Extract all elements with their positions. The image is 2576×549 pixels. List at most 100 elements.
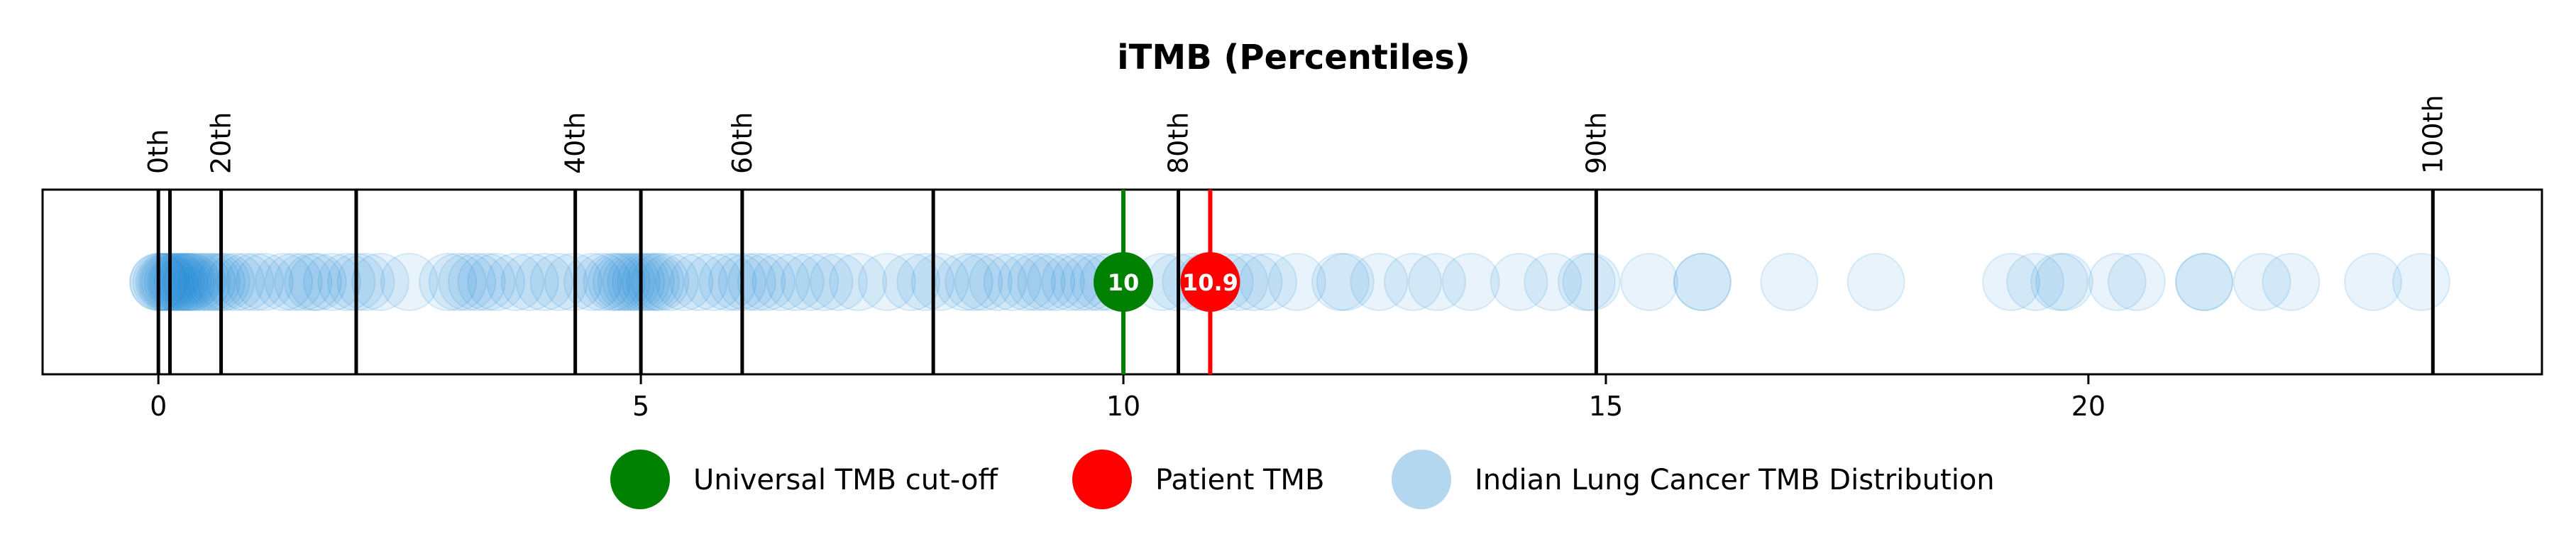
distribution-point (457, 253, 516, 311)
distribution-point (2035, 253, 2093, 311)
distribution-point (1673, 253, 1732, 311)
x-tick-label: 0 (150, 391, 167, 422)
legend: Universal TMB cut-off Patient TMB Indian… (610, 450, 1995, 509)
distribution-point (288, 253, 347, 311)
distribution-point (857, 253, 916, 311)
x-axis-ticks: 0 5 10 15 20 (150, 374, 2106, 422)
distribution-point (1350, 253, 1409, 311)
cutoff-marker (1094, 252, 1154, 312)
distribution-point (544, 253, 602, 311)
distribution-point (910, 253, 969, 311)
legend-distribution-label: Indian Lung Cancer TMB Distribution (1475, 464, 1995, 496)
distribution-point (172, 253, 231, 311)
distribution-point (447, 253, 506, 311)
distribution-point (283, 253, 342, 311)
percentile-label: 60th (727, 112, 758, 174)
distribution-point (896, 253, 955, 311)
distribution-point (1490, 253, 1548, 311)
distribution-point (737, 253, 796, 311)
distribution-point (216, 253, 275, 311)
distribution-point (563, 253, 622, 311)
distribution-point (235, 253, 294, 311)
distribution-point (1760, 253, 1819, 311)
legend-cutoff-swatch (610, 450, 670, 509)
percentile-label: 40th (560, 112, 591, 174)
distribution-point (717, 253, 776, 311)
distribution-point (945, 253, 1003, 311)
percentile-labels: 0th 20th 40th 60th 80th 90th 100th (143, 94, 2448, 174)
distribution-point (2392, 253, 2450, 311)
distribution-point (317, 253, 376, 311)
distribution-point (1408, 253, 1466, 311)
distribution-point (187, 253, 246, 311)
distribution-point (1673, 253, 1732, 311)
distribution-point (161, 253, 220, 311)
distribution-point (1017, 253, 1076, 311)
percentile-label: 20th (206, 112, 237, 174)
distribution-point (226, 253, 285, 311)
distribution-point (602, 253, 661, 311)
distribution-point (1557, 253, 1616, 311)
distribution-point (809, 253, 868, 311)
percentile-label: 80th (1163, 112, 1194, 174)
distribution-point (2344, 253, 2402, 311)
distribution-point (616, 253, 675, 311)
distribution-point (419, 253, 478, 311)
distribution-point (148, 253, 207, 311)
x-tick-label: 20 (2071, 391, 2106, 422)
distribution-point (137, 253, 196, 311)
distribution-point (588, 253, 646, 311)
distribution-point (708, 253, 767, 311)
distribution-point (2175, 253, 2234, 311)
distribution-point (607, 253, 666, 311)
x-tick-label: 15 (1589, 391, 1623, 422)
distribution-point (2233, 253, 2291, 311)
distribution-point (274, 253, 333, 311)
distribution-point (467, 253, 526, 311)
distribution-point (1562, 253, 1621, 311)
distribution-point (621, 253, 680, 311)
distribution-point (1441, 253, 1500, 311)
percentile-label: 90th (1580, 112, 1612, 174)
distribution-point (752, 253, 810, 311)
distribution-point (1316, 253, 1375, 311)
distribution-point (631, 253, 690, 311)
distribution-point (264, 253, 323, 311)
patient-marker (1180, 252, 1240, 312)
distribution-point (881, 253, 940, 311)
legend-cutoff-label: Universal TMB cut-off (693, 464, 998, 496)
distribution-point (655, 253, 714, 311)
distribution-point (351, 253, 409, 311)
distribution-point (2107, 253, 2166, 311)
distribution-point (1311, 253, 1370, 311)
distribution-point (486, 253, 545, 311)
distribution-point (669, 253, 728, 311)
distribution-point (1620, 253, 1679, 311)
distribution-point (135, 253, 194, 311)
distribution-point (1026, 253, 1085, 311)
distribution-point (781, 253, 840, 311)
distribution-point (132, 253, 191, 311)
chart-title: iTMB (Percentiles) (1117, 38, 1470, 77)
distribution-point (150, 253, 209, 311)
distribution-point (197, 253, 255, 311)
distribution-point (2006, 253, 2065, 311)
cutoff-marker-label: 10 (1108, 269, 1140, 296)
distribution-point (2175, 253, 2234, 311)
distribution-points (129, 253, 2450, 311)
percentile-lines (156, 190, 2435, 374)
distribution-point (1384, 253, 1442, 311)
distribution-point (829, 253, 888, 311)
distribution-point (766, 253, 825, 311)
distribution-point (1524, 253, 1583, 311)
percentile-label: 100th (2417, 94, 2448, 174)
legend-patient-label: Patient TMB (1155, 464, 1324, 496)
distribution-point (146, 253, 205, 311)
plot-area (41, 188, 2543, 376)
distribution-point (529, 253, 588, 311)
distribution-point (998, 253, 1056, 311)
distribution-point (983, 253, 1042, 311)
patient-marker-label: 10.9 (1182, 269, 1238, 296)
distribution-point (2262, 253, 2321, 311)
